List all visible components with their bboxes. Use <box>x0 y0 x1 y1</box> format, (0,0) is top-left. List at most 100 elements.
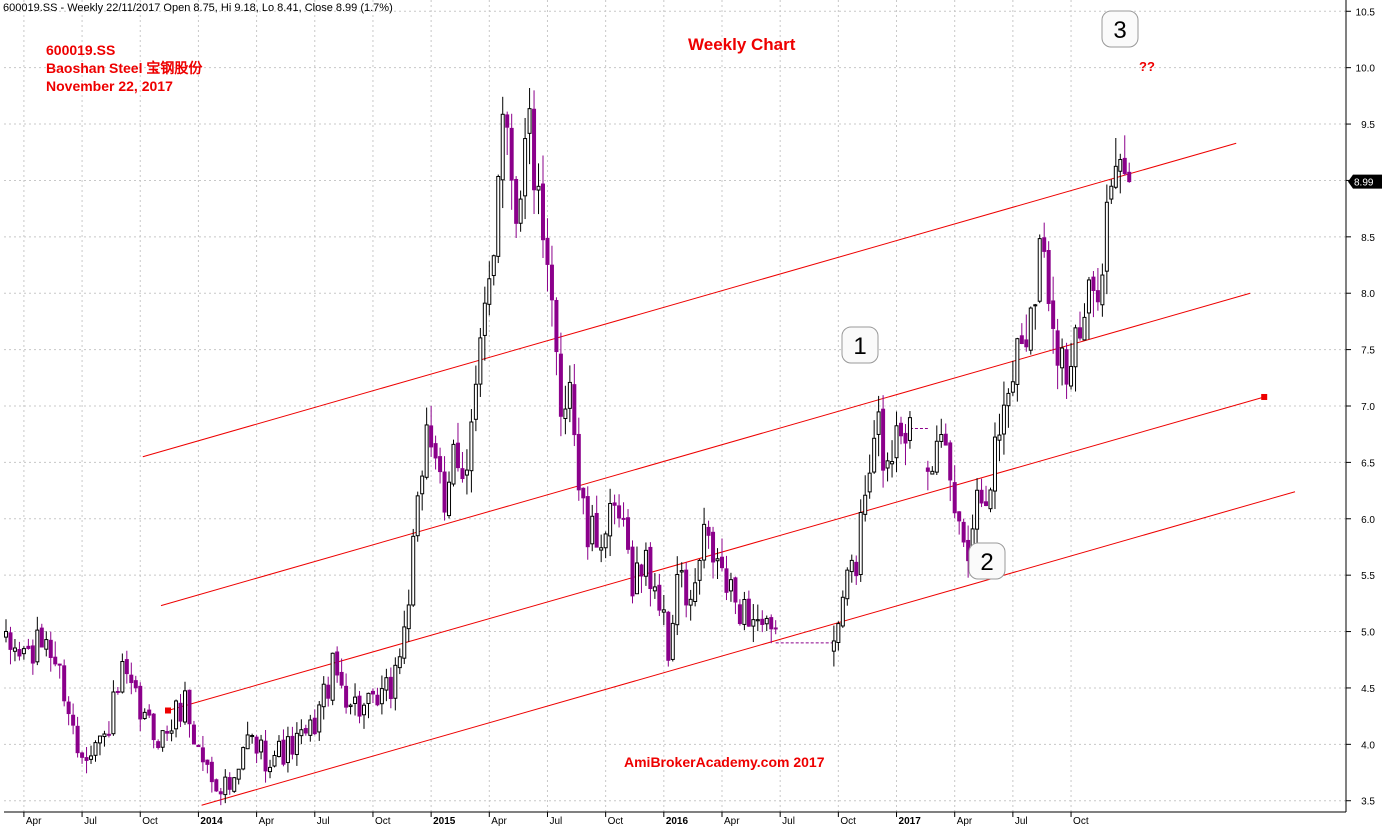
candlestick <box>930 466 935 475</box>
candle-body-up <box>1010 381 1015 393</box>
candlestick <box>455 422 460 472</box>
candlestick <box>581 487 586 515</box>
candle-body-down <box>576 433 581 491</box>
candle-body-down <box>429 425 434 448</box>
candle-body-up <box>1118 159 1123 172</box>
candle-body-up <box>872 437 877 473</box>
candle-body-up <box>232 777 237 792</box>
candlestick <box>411 528 416 607</box>
candlestick <box>863 475 868 522</box>
x-tick-label: Apr <box>491 816 507 827</box>
candlestick <box>890 440 895 478</box>
candle-body-up <box>406 604 411 630</box>
candlestick <box>867 454 872 499</box>
candlestick <box>451 439 456 487</box>
channel-endpoint-marker <box>1261 393 1268 400</box>
candlestick <box>142 708 147 720</box>
candle-body-up <box>603 533 608 549</box>
candlestick <box>648 542 653 607</box>
candle-body-down <box>558 353 563 417</box>
candle-body-up <box>1028 307 1033 351</box>
candlestick <box>831 625 836 667</box>
candlestick <box>500 96 505 209</box>
candle-body-up <box>268 766 273 773</box>
candle-body-down <box>657 584 662 611</box>
candle-body-down <box>630 546 635 597</box>
candle-body-up <box>362 704 366 716</box>
candle-body-down <box>39 627 44 648</box>
x-tick-label: 2015 <box>433 816 456 827</box>
candlestick <box>545 218 550 292</box>
candle-body-down <box>187 689 192 725</box>
candle-body-down <box>1064 349 1069 385</box>
candlestick <box>375 687 380 707</box>
candlestick <box>487 261 492 316</box>
candle-body-up <box>4 630 8 638</box>
candlestick <box>183 681 187 725</box>
y-tick-label: 5.5 <box>1361 571 1375 582</box>
candlestick <box>308 714 313 742</box>
candlestick <box>84 747 89 774</box>
candlestick <box>1095 268 1100 311</box>
channel-line <box>167 396 1265 711</box>
candle-body-down <box>925 467 930 472</box>
candlestick <box>156 739 161 750</box>
candlestick <box>438 447 443 484</box>
candlestick <box>626 509 631 554</box>
candlestick <box>312 709 317 736</box>
candle-body-up <box>223 776 228 796</box>
candle-body-down <box>514 179 519 224</box>
candle-body-down <box>581 487 586 499</box>
candle-body-down <box>648 546 653 590</box>
candle-body-down <box>899 422 903 437</box>
candle-body-up <box>384 677 389 691</box>
candlestick <box>979 478 984 508</box>
candlestick <box>952 465 957 519</box>
candlestick <box>330 652 335 706</box>
candlestick <box>48 631 53 672</box>
candle-body-down <box>585 496 590 548</box>
candle-body-up <box>885 460 890 469</box>
channel-endpoint-marker <box>165 707 171 714</box>
candlestick <box>129 662 134 695</box>
candlestick <box>317 700 322 741</box>
candlestick <box>496 174 501 264</box>
candle-body-up <box>478 337 483 385</box>
candlestick <box>899 416 903 445</box>
wave-marker-3: 3 <box>1101 10 1139 48</box>
candle-body-down <box>666 611 671 661</box>
candle-body-down <box>984 501 989 507</box>
candle-body-down <box>626 517 631 550</box>
candlestick <box>702 507 707 569</box>
candlestick <box>276 735 281 758</box>
candlestick <box>1086 276 1091 340</box>
candle-body-down <box>442 471 447 513</box>
candle-body-down <box>26 645 31 649</box>
candlestick <box>1028 306 1033 355</box>
candle-body-up <box>250 735 255 738</box>
candlestick <box>742 591 747 631</box>
wave-marker-2: 2 <box>968 542 1006 580</box>
candlestick <box>558 332 563 437</box>
candle-body-up <box>764 617 769 625</box>
candle-body-up <box>245 734 250 750</box>
candle-body-down <box>943 433 948 446</box>
candlestick <box>442 456 447 521</box>
candlestick <box>849 554 854 583</box>
candle-body-up <box>93 742 98 756</box>
channel-line <box>160 292 1251 607</box>
candlestick <box>1091 271 1096 318</box>
candlestick <box>594 495 599 548</box>
candle-body-down <box>724 568 729 593</box>
channel-line <box>142 142 1237 458</box>
candle-body-down <box>438 456 443 473</box>
candlestick <box>1082 303 1087 341</box>
candlestick <box>724 555 729 601</box>
candle-body-down <box>1042 237 1047 252</box>
candle-body-up <box>755 619 760 622</box>
candle-body-up <box>424 424 429 478</box>
y-tick-label: 7.5 <box>1361 346 1375 357</box>
candlestick <box>563 385 568 435</box>
candlestick <box>1104 184 1109 295</box>
